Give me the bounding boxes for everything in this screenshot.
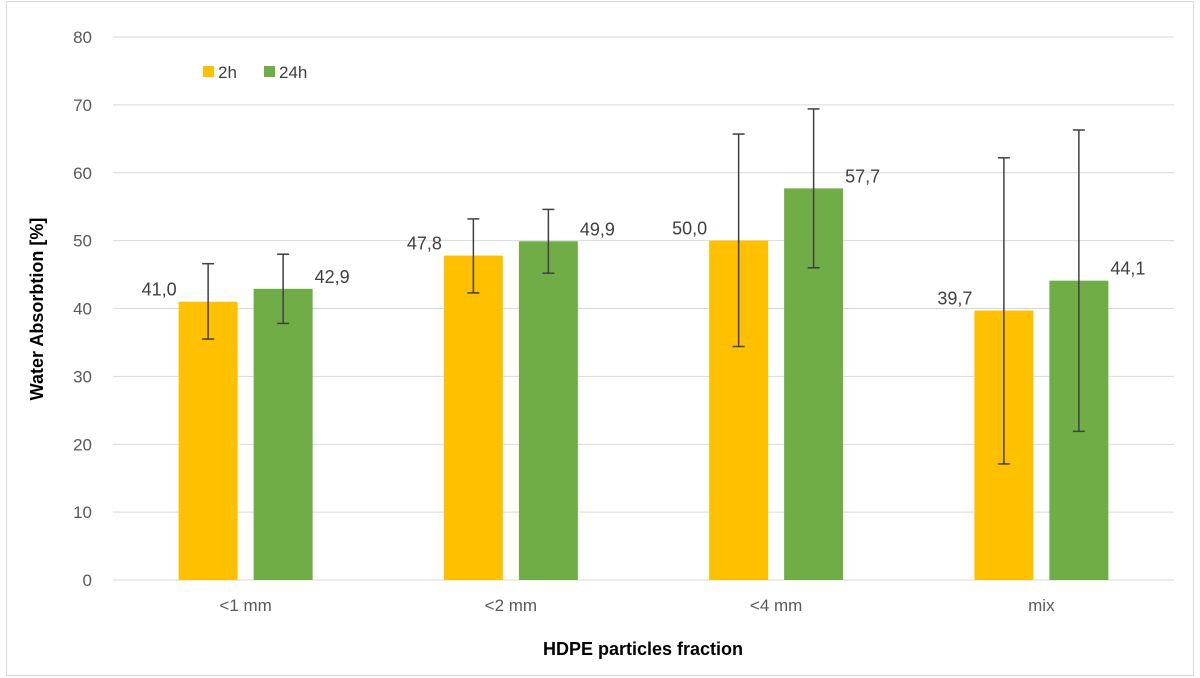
bars bbox=[178, 188, 1109, 580]
legend-label-2h: 2h bbox=[218, 63, 237, 82]
data-label-24h-lt-4mm: 57,7 bbox=[845, 166, 880, 186]
y-tick-label-40: 40 bbox=[73, 300, 92, 319]
y-axis-title: Water Absorbtion [%] bbox=[27, 218, 47, 401]
y-axis-tick-labels: 0 10 20 30 40 50 60 70 80 bbox=[73, 28, 92, 590]
y-tick-label-20: 20 bbox=[73, 435, 92, 454]
y-tick-label-50: 50 bbox=[73, 232, 92, 251]
error-bar-2h-lt-1mm bbox=[202, 262, 215, 340]
x-axis-title: HDPE particles fraction bbox=[543, 639, 743, 659]
x-axis-tick-labels: <1 mm <2 mm <4 mm mix bbox=[219, 596, 1055, 615]
x-tick-label-lt-4mm: <4 mm bbox=[750, 596, 802, 615]
y-tick-label-0: 0 bbox=[83, 571, 92, 590]
error-bar-2h-mix bbox=[997, 157, 1010, 465]
data-label-24h-lt-2mm: 49,9 bbox=[580, 219, 615, 239]
data-label-2h-lt-1mm: 41,0 bbox=[142, 280, 177, 300]
x-tick-label-mix: mix bbox=[1028, 596, 1055, 615]
bar-2h-lt-1mm bbox=[178, 301, 238, 580]
y-tick-label-30: 30 bbox=[73, 367, 92, 386]
error-bar-24h-lt-2mm bbox=[542, 208, 555, 274]
data-label-2h-mix: 39,7 bbox=[937, 289, 972, 309]
bar-24h-lt-1mm bbox=[253, 288, 313, 580]
data-label-24h-lt-1mm: 42,9 bbox=[315, 267, 350, 287]
legend-swatch-24h bbox=[264, 66, 275, 77]
data-label-2h-lt-2mm: 47,8 bbox=[407, 234, 442, 254]
legend: 2h 24h bbox=[203, 63, 307, 82]
error-bar-2h-lt-4mm bbox=[732, 133, 745, 348]
data-label-2h-lt-4mm: 50,0 bbox=[672, 219, 707, 239]
bar-2h-lt-2mm bbox=[443, 255, 503, 580]
y-tick-label-60: 60 bbox=[73, 164, 92, 183]
data-label-24h-mix: 44,1 bbox=[1110, 259, 1145, 279]
y-tick-label-80: 80 bbox=[73, 28, 92, 47]
y-tick-label-70: 70 bbox=[73, 96, 92, 115]
x-tick-label-lt-2mm: <2 mm bbox=[485, 596, 537, 615]
error-bars bbox=[202, 108, 1085, 465]
error-bar-24h-lt-4mm bbox=[807, 108, 820, 269]
data-labels: 41,0 42,9 47,8 49,9 50,0 57,7 39,7 44,1 bbox=[142, 166, 1146, 308]
error-bar-2h-lt-2mm bbox=[467, 218, 480, 294]
legend-label-24h: 24h bbox=[279, 63, 307, 82]
error-bar-24h-mix bbox=[1072, 129, 1085, 433]
legend-swatch-2h bbox=[203, 66, 214, 77]
y-tick-label-10: 10 bbox=[73, 503, 92, 522]
error-bar-24h-lt-1mm bbox=[277, 253, 290, 325]
x-tick-label-lt-1mm: <1 mm bbox=[219, 596, 271, 615]
bar-24h-lt-2mm bbox=[518, 241, 578, 580]
